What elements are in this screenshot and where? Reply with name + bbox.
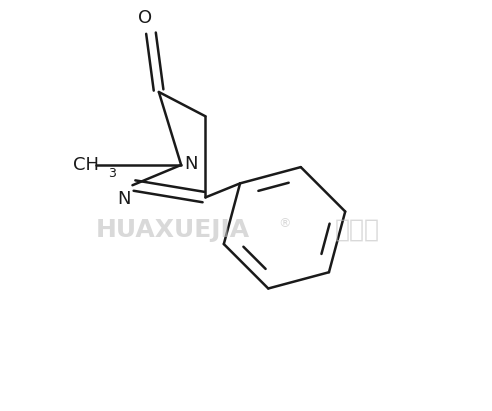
Text: N: N bbox=[184, 155, 198, 173]
Text: 化学加: 化学加 bbox=[335, 218, 380, 242]
Text: HUAXUEJIA: HUAXUEJIA bbox=[96, 218, 250, 242]
Text: CH: CH bbox=[73, 156, 99, 174]
Text: ®: ® bbox=[278, 217, 291, 230]
Text: N: N bbox=[117, 190, 130, 208]
Text: 3: 3 bbox=[108, 167, 116, 180]
Text: O: O bbox=[138, 9, 152, 27]
